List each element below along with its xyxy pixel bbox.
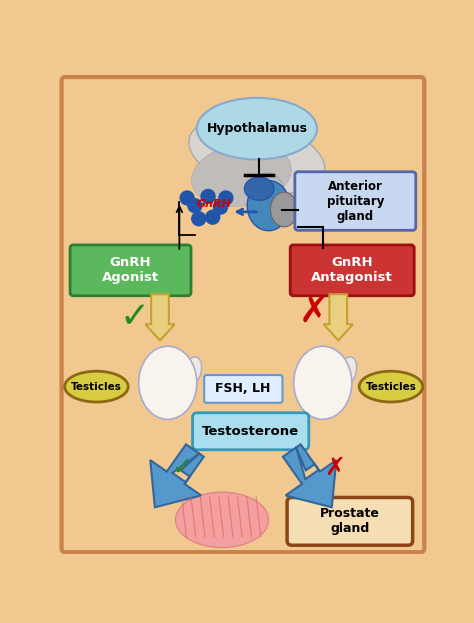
FancyBboxPatch shape (287, 498, 413, 545)
FancyBboxPatch shape (192, 413, 309, 450)
Text: Prostate
gland: Prostate gland (320, 507, 380, 535)
Text: Hypothalamus: Hypothalamus (206, 122, 307, 135)
Text: ✗: ✗ (298, 295, 328, 329)
Ellipse shape (139, 346, 197, 419)
FancyBboxPatch shape (204, 375, 283, 403)
Ellipse shape (271, 192, 298, 227)
Ellipse shape (338, 357, 356, 386)
Polygon shape (283, 444, 337, 507)
Circle shape (213, 200, 228, 214)
Text: FSH, LH: FSH, LH (215, 383, 271, 396)
Ellipse shape (197, 98, 317, 159)
FancyBboxPatch shape (295, 172, 416, 231)
Ellipse shape (175, 492, 268, 548)
Text: Testicles: Testicles (71, 382, 122, 392)
Ellipse shape (359, 371, 423, 402)
Polygon shape (324, 294, 353, 340)
Text: Testicles: Testicles (365, 382, 416, 392)
Polygon shape (145, 294, 175, 340)
Ellipse shape (249, 173, 284, 216)
Ellipse shape (294, 346, 352, 419)
Circle shape (192, 212, 206, 226)
Text: ✓: ✓ (120, 300, 150, 335)
Circle shape (201, 189, 215, 203)
Ellipse shape (189, 118, 325, 194)
Text: Anterior
pituitary
gland: Anterior pituitary gland (327, 179, 384, 222)
Ellipse shape (183, 357, 201, 386)
Ellipse shape (245, 177, 274, 200)
FancyBboxPatch shape (290, 245, 414, 296)
Circle shape (180, 191, 194, 205)
FancyBboxPatch shape (62, 77, 424, 552)
Ellipse shape (191, 143, 292, 206)
Polygon shape (150, 444, 204, 507)
Ellipse shape (247, 181, 290, 231)
Circle shape (206, 211, 219, 224)
Text: GnRH
Agonist: GnRH Agonist (102, 256, 159, 284)
Text: ✗: ✗ (324, 455, 345, 480)
Text: ✓: ✓ (171, 455, 192, 480)
Text: GnRH
Antagonist: GnRH Antagonist (311, 256, 393, 284)
Text: GnRH: GnRH (197, 199, 232, 209)
Circle shape (188, 199, 202, 212)
Text: Testosterone: Testosterone (202, 425, 299, 438)
Circle shape (219, 191, 233, 205)
FancyBboxPatch shape (70, 245, 191, 296)
Ellipse shape (64, 371, 128, 402)
